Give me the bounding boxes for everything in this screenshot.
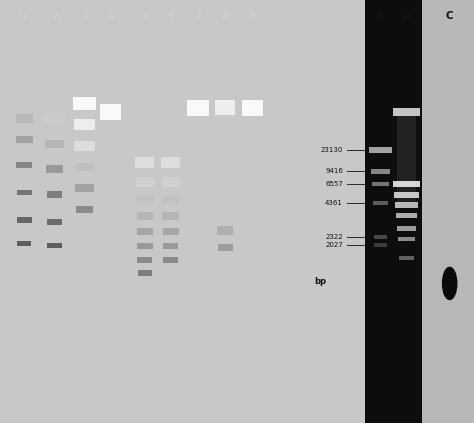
- Bar: [163, 243, 178, 250]
- Bar: [16, 114, 33, 123]
- Bar: [136, 157, 154, 168]
- Bar: [137, 301, 152, 308]
- Bar: [369, 147, 392, 153]
- Text: B: B: [402, 11, 410, 21]
- Bar: [397, 226, 416, 231]
- Bar: [74, 141, 95, 151]
- Bar: [393, 181, 419, 187]
- Bar: [47, 243, 62, 248]
- Bar: [137, 257, 152, 263]
- Text: 7: 7: [194, 11, 201, 21]
- Bar: [45, 113, 64, 124]
- Text: 8: 8: [221, 11, 229, 21]
- Bar: [397, 114, 416, 203]
- Text: 2322: 2322: [325, 234, 343, 240]
- Bar: [421, 0, 474, 423]
- Bar: [371, 169, 390, 173]
- Bar: [137, 212, 153, 220]
- Bar: [136, 177, 154, 187]
- Bar: [137, 228, 153, 235]
- Bar: [217, 226, 233, 235]
- Bar: [17, 162, 32, 168]
- Bar: [137, 270, 152, 276]
- Bar: [373, 201, 388, 205]
- Bar: [73, 97, 96, 110]
- Bar: [162, 212, 179, 220]
- Text: 4: 4: [107, 11, 114, 21]
- Text: 2: 2: [51, 11, 58, 21]
- Text: bp: bp: [314, 277, 327, 286]
- Bar: [75, 163, 94, 171]
- Bar: [163, 228, 179, 235]
- Bar: [161, 157, 180, 168]
- Bar: [16, 136, 33, 143]
- Bar: [396, 213, 417, 218]
- Bar: [46, 165, 63, 173]
- Text: 6557: 6557: [325, 181, 343, 187]
- Bar: [47, 219, 62, 225]
- Bar: [399, 256, 414, 260]
- Bar: [136, 195, 154, 203]
- Bar: [372, 182, 389, 186]
- Bar: [187, 100, 209, 116]
- Bar: [365, 0, 421, 423]
- Bar: [46, 191, 63, 198]
- Bar: [100, 104, 121, 120]
- Text: 5: 5: [141, 11, 148, 21]
- Bar: [218, 244, 233, 251]
- Bar: [74, 119, 95, 130]
- Bar: [17, 217, 32, 223]
- Text: 4361: 4361: [325, 200, 343, 206]
- Bar: [374, 235, 387, 239]
- Bar: [162, 177, 180, 187]
- Bar: [45, 140, 64, 148]
- Bar: [394, 192, 419, 198]
- Bar: [393, 108, 419, 116]
- Bar: [215, 100, 236, 115]
- Text: 9416: 9416: [325, 168, 343, 174]
- Text: A: A: [376, 11, 384, 21]
- Bar: [18, 241, 31, 246]
- Bar: [163, 257, 178, 263]
- Bar: [242, 100, 263, 116]
- Text: 23130: 23130: [320, 147, 343, 153]
- Text: 3: 3: [81, 11, 88, 21]
- Bar: [162, 195, 179, 203]
- Text: 1: 1: [21, 11, 28, 21]
- Bar: [17, 190, 32, 195]
- Text: C: C: [446, 11, 454, 21]
- Text: 6: 6: [167, 11, 174, 21]
- Bar: [76, 206, 93, 213]
- Bar: [75, 184, 94, 192]
- Text: 2027: 2027: [325, 242, 343, 248]
- Bar: [137, 243, 153, 250]
- Text: 9: 9: [249, 11, 256, 21]
- Bar: [395, 203, 418, 208]
- Circle shape: [443, 267, 457, 299]
- Bar: [398, 237, 415, 241]
- Bar: [374, 243, 387, 247]
